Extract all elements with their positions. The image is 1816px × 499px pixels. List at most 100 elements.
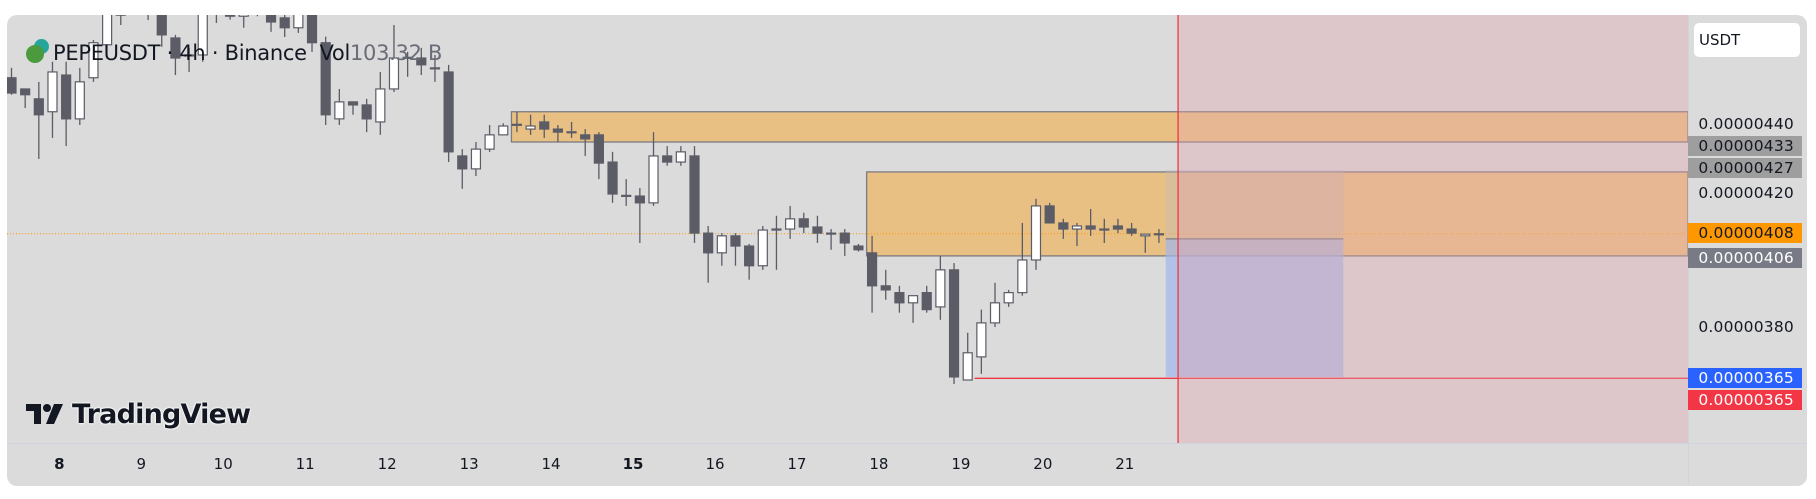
candle-down [539, 121, 550, 130]
time-tick-label: 9 [136, 455, 147, 473]
price-tick-label: 0.00000440 [1698, 115, 1794, 133]
tradingview-logo-text: TradingView [72, 398, 251, 430]
candle-up [102, 15, 113, 46]
candle-down [1058, 222, 1069, 230]
candle-down [1044, 205, 1055, 224]
candle-up [498, 125, 509, 136]
time-tick-label: 19 [951, 455, 971, 473]
price-badge: 0.00000365 [1688, 368, 1802, 388]
candle-up [962, 352, 973, 381]
candle-up [74, 81, 85, 120]
candle-up [757, 229, 768, 267]
candle-down [20, 88, 31, 96]
candle-down [416, 57, 427, 66]
candle-up [1030, 205, 1042, 261]
candle-up [675, 151, 686, 163]
candle-up [716, 235, 727, 254]
candle-up [293, 15, 304, 29]
time-tick-label: 16 [705, 455, 725, 473]
candle-down [552, 128, 564, 133]
candle-down [61, 74, 72, 120]
separator: · [166, 41, 174, 65]
candle-down [825, 232, 837, 235]
time-tick-label: 11 [295, 455, 315, 473]
price-badge: 0.00000427 [1688, 158, 1802, 178]
candle-up [976, 322, 987, 358]
candle-up [989, 302, 1001, 324]
candle-up [566, 131, 577, 134]
pepe-icon [26, 45, 44, 63]
candle-up [238, 15, 249, 17]
candle-down [921, 292, 932, 311]
candle-up [47, 71, 58, 113]
candle-up [621, 194, 632, 197]
candle-down [662, 155, 673, 163]
price-tick-label: 0.00000380 [1698, 318, 1794, 336]
candle-down [853, 245, 864, 251]
candle-down [265, 15, 277, 23]
time-tick-label: 21 [1115, 455, 1135, 473]
candle-up [511, 123, 523, 126]
candle-down [361, 104, 372, 120]
candle-down [347, 101, 359, 106]
separator: · [211, 41, 219, 65]
time-tick-label: 12 [377, 455, 397, 473]
candle-down [580, 134, 591, 140]
candle-down [703, 232, 714, 254]
time-tick-label: 13 [459, 455, 479, 473]
candle-down [443, 71, 454, 153]
candle-down [156, 15, 167, 36]
candle-down [170, 37, 181, 59]
candle-up [484, 134, 495, 150]
supply-zone-rectangle[interactable] [510, 111, 1689, 143]
candle-down [457, 155, 468, 170]
price-tick-label: 0.00000420 [1698, 184, 1794, 202]
candle-down [224, 15, 236, 17]
candle-up [648, 155, 659, 204]
candle-down [812, 226, 823, 234]
candle-down [948, 269, 960, 378]
candle-down [279, 17, 290, 29]
candle-down [1085, 225, 1096, 230]
chart-canvas[interactable] [7, 15, 1807, 486]
price-badge: 0.00000433 [1688, 136, 1802, 156]
position-target-area[interactable] [1165, 169, 1344, 239]
candle-down [7, 77, 17, 94]
candle-down [33, 98, 44, 116]
tradingview-logo[interactable]: TradingView [26, 398, 251, 430]
time-tick-label: 14 [541, 455, 561, 473]
price-badge: 0.00000406 [1688, 248, 1802, 268]
time-tick-label: 18 [869, 455, 889, 473]
candle-down [880, 285, 891, 291]
candle-down [1099, 228, 1110, 231]
candle-down [593, 134, 604, 164]
candle-down [607, 161, 618, 195]
candle-up [334, 101, 345, 120]
candle-up [470, 148, 482, 170]
candle-down [320, 42, 331, 116]
time-tick-label: 17 [787, 455, 807, 473]
candle-down [634, 195, 645, 204]
candle-up [525, 125, 536, 130]
time-highlight-region[interactable] [1178, 15, 1688, 443]
candle-down [689, 155, 700, 234]
volume-label: Vol [319, 41, 350, 65]
position-stop-area[interactable] [1165, 238, 1344, 377]
candle-up [1140, 233, 1151, 237]
tradingview-logo-icon [26, 404, 63, 424]
candle-up [197, 15, 208, 56]
candle-down [894, 292, 905, 304]
candle-up [1003, 292, 1014, 304]
candle-up [388, 57, 400, 90]
chart-frame: PEPEUSDT · 4h · Binance Vol103.32 B USDT… [7, 15, 1807, 486]
candle-up [1153, 233, 1165, 236]
candle-down [730, 235, 741, 247]
currency-button[interactable]: USDT [1694, 23, 1800, 57]
candle-up [375, 88, 386, 123]
symbol-legend[interactable]: PEPEUSDT · 4h · Binance Vol103.32 B [53, 41, 442, 65]
candle-up [402, 56, 413, 59]
candle-up [88, 42, 99, 79]
candle-up [907, 295, 919, 304]
time-tick-label: 10 [213, 455, 233, 473]
candle-down [771, 228, 782, 231]
